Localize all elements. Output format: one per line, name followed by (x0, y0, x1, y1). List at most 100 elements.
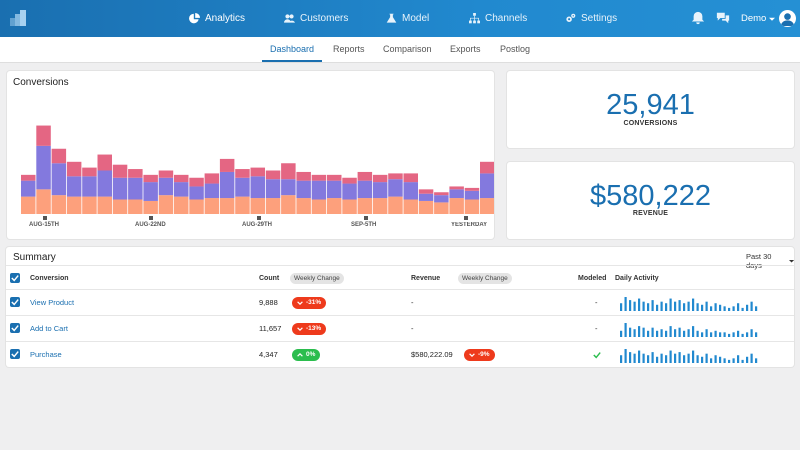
bar-segment[interactable] (434, 202, 449, 214)
notifications-bell-icon[interactable] (691, 11, 705, 25)
nav-customers[interactable]: Customers (284, 0, 348, 37)
bar-segment[interactable] (311, 180, 327, 200)
bar-segment[interactable] (21, 174, 36, 181)
bar-segment[interactable] (112, 177, 128, 200)
bar-segment[interactable] (281, 163, 296, 180)
bar-segment[interactable] (250, 167, 266, 177)
row-checkbox[interactable] (10, 297, 20, 307)
bar-segment[interactable] (51, 148, 67, 164)
bar-segment[interactable] (327, 180, 342, 199)
nav-analytics[interactable]: Analytics (189, 0, 245, 37)
bar-segment[interactable] (342, 199, 357, 215)
bar-segment[interactable] (97, 170, 113, 197)
tab-dashboard[interactable]: Dashboard (262, 37, 323, 62)
bar-segment[interactable] (143, 182, 158, 201)
user-menu[interactable]: Demo (741, 0, 776, 37)
bar-segment[interactable] (174, 174, 189, 183)
bar-segment[interactable] (97, 196, 113, 214)
bar-segment[interactable] (342, 177, 357, 184)
tab-reports[interactable]: Reports (333, 44, 365, 54)
tab-postlog[interactable]: Postlog (500, 44, 531, 54)
bar-segment[interactable] (342, 183, 357, 200)
bar-segment[interactable] (418, 193, 434, 201)
bar-segment[interactable] (143, 200, 158, 214)
bar-segment[interactable] (265, 179, 281, 199)
bar-segment[interactable] (311, 199, 327, 215)
bar-segment[interactable] (388, 196, 403, 214)
bar-segment[interactable] (21, 196, 36, 214)
nav-settings[interactable]: Settings (565, 0, 617, 37)
bar-segment[interactable] (372, 198, 388, 214)
bar-segment[interactable] (480, 161, 494, 174)
row-checkbox[interactable] (10, 349, 20, 359)
bar-segment[interactable] (158, 195, 174, 214)
bar-segment[interactable] (128, 169, 143, 178)
bar-segment[interactable] (158, 177, 174, 196)
bar-segment[interactable] (464, 190, 480, 200)
bar-segment[interactable] (235, 196, 250, 214)
conversion-name-link[interactable]: View Product (30, 298, 75, 307)
bar-segment[interactable] (281, 195, 296, 214)
bar-segment[interactable] (112, 164, 128, 178)
bar-segment[interactable] (189, 186, 204, 200)
header-count[interactable]: Count (259, 275, 280, 282)
bar-segment[interactable] (235, 177, 250, 197)
nav-channels[interactable]: Channels (469, 0, 527, 37)
header-revenue[interactable]: Revenue (411, 275, 441, 282)
bar-segment[interactable] (403, 173, 419, 183)
bar-segment[interactable] (372, 182, 388, 199)
bar-segment[interactable] (418, 200, 434, 214)
bar-segment[interactable] (296, 180, 311, 199)
bar-segment[interactable] (82, 196, 97, 214)
bar-segment[interactable] (219, 158, 235, 172)
bar-segment[interactable] (403, 199, 419, 215)
tab-exports[interactable]: Exports (450, 44, 481, 54)
header-weekly-change-revenue[interactable]: Weekly Change (458, 273, 512, 284)
bar-segment[interactable] (82, 167, 97, 177)
bar-segment[interactable] (66, 196, 82, 214)
bar-segment[interactable] (82, 176, 97, 197)
bar-segment[interactable] (327, 174, 342, 181)
bar-segment[interactable] (174, 182, 189, 197)
header-weekly-change[interactable]: Weekly Change (290, 273, 344, 284)
app-logo[interactable] (10, 8, 26, 26)
bar-segment[interactable] (36, 189, 51, 214)
bar-segment[interactable] (480, 173, 494, 199)
bar-segment[interactable] (36, 145, 51, 190)
bar-segment[interactable] (158, 170, 174, 178)
select-all-checkbox[interactable] (10, 273, 20, 283)
bar-segment[interactable] (250, 176, 266, 199)
nav-model[interactable]: Model (386, 0, 429, 37)
bar-segment[interactable] (235, 169, 250, 178)
bar-segment[interactable] (189, 199, 204, 215)
bar-segment[interactable] (403, 182, 419, 200)
bar-segment[interactable] (21, 180, 36, 197)
bar-segment[interactable] (357, 171, 373, 181)
bar-segment[interactable] (464, 199, 480, 215)
tab-comparison[interactable]: Comparison (383, 44, 432, 54)
bar-segment[interactable] (449, 189, 464, 199)
bar-segment[interactable] (51, 195, 67, 214)
conversion-name-link[interactable]: Purchase (30, 350, 62, 359)
bar-segment[interactable] (143, 174, 158, 183)
bar-segment[interactable] (204, 173, 220, 184)
bar-segment[interactable] (219, 198, 235, 214)
row-checkbox[interactable] (10, 323, 20, 333)
bar-segment[interactable] (296, 198, 311, 214)
bar-segment[interactable] (204, 198, 220, 214)
bar-segment[interactable] (449, 198, 464, 214)
bar-segment[interactable] (97, 154, 113, 171)
bar-segment[interactable] (265, 198, 281, 214)
bar-segment[interactable] (51, 163, 67, 196)
bar-segment[interactable] (418, 189, 434, 194)
bar-segment[interactable] (265, 170, 281, 180)
bar-segment[interactable] (219, 171, 235, 199)
user-avatar[interactable] (779, 10, 796, 27)
bar-segment[interactable] (128, 177, 143, 200)
header-modeled[interactable]: Modeled (578, 275, 607, 282)
bar-segment[interactable] (327, 198, 342, 214)
bar-segment[interactable] (66, 161, 82, 177)
bar-segment[interactable] (434, 195, 449, 203)
bar-segment[interactable] (449, 186, 464, 190)
bar-segment[interactable] (357, 198, 373, 214)
